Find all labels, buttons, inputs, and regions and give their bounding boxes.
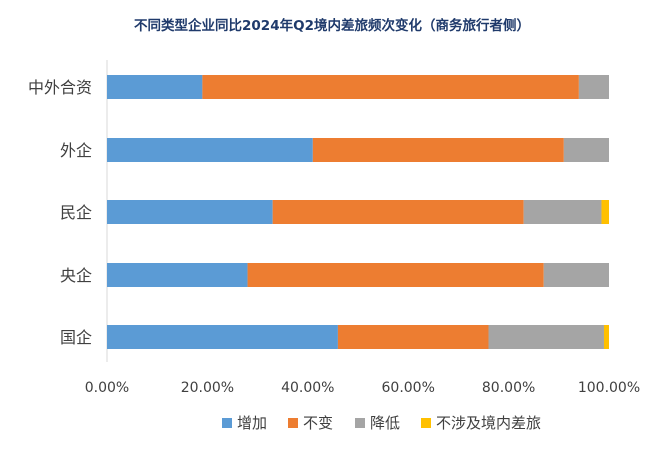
category-label: 中外合资 xyxy=(28,78,92,97)
legend-swatch xyxy=(288,418,298,428)
bar-segment xyxy=(202,75,579,99)
bar-segment xyxy=(337,325,489,349)
x-tick-label: 60.00% xyxy=(382,380,435,396)
bar-segment xyxy=(578,75,609,99)
bar-segment xyxy=(601,200,609,224)
bar-segment xyxy=(107,75,203,99)
category-label: 央企 xyxy=(60,266,92,285)
chart-title: 不同类型企业同比2024年Q2境内差旅频次变化（商务旅行者侧） xyxy=(134,18,530,34)
bar-segment xyxy=(107,325,338,349)
legend-swatch xyxy=(421,418,431,428)
category-label: 民企 xyxy=(60,203,92,222)
bar-segment xyxy=(523,200,602,224)
legend-label: 增加 xyxy=(237,414,267,432)
x-tick-label: 40.00% xyxy=(281,380,334,396)
x-tick-label: 80.00% xyxy=(482,380,535,396)
legend-label: 不涉及境内差旅 xyxy=(436,414,541,432)
bar-segment xyxy=(107,263,248,287)
bar-segment xyxy=(107,138,313,162)
x-tick-label: 100.00% xyxy=(578,380,640,396)
bar-segment xyxy=(247,263,544,287)
legend: 增加 不变 降低 不涉及境内差旅 xyxy=(222,414,541,432)
bar-segment xyxy=(543,263,609,287)
category-label: 外企 xyxy=(60,141,92,160)
bar-segment xyxy=(312,138,564,162)
bar-segment xyxy=(603,325,609,349)
x-tick-label: 0.00% xyxy=(85,380,129,396)
bar-segment xyxy=(563,138,609,162)
legend-swatch xyxy=(222,418,232,428)
x-tick-label: 20.00% xyxy=(181,380,234,396)
bar-segment xyxy=(272,200,524,224)
bar-segment xyxy=(488,325,604,349)
category-label: 国企 xyxy=(60,328,92,347)
bar-segment xyxy=(107,200,273,224)
legend-label: 不变 xyxy=(303,414,333,432)
legend-swatch xyxy=(355,418,365,428)
legend-label: 降低 xyxy=(370,414,400,432)
